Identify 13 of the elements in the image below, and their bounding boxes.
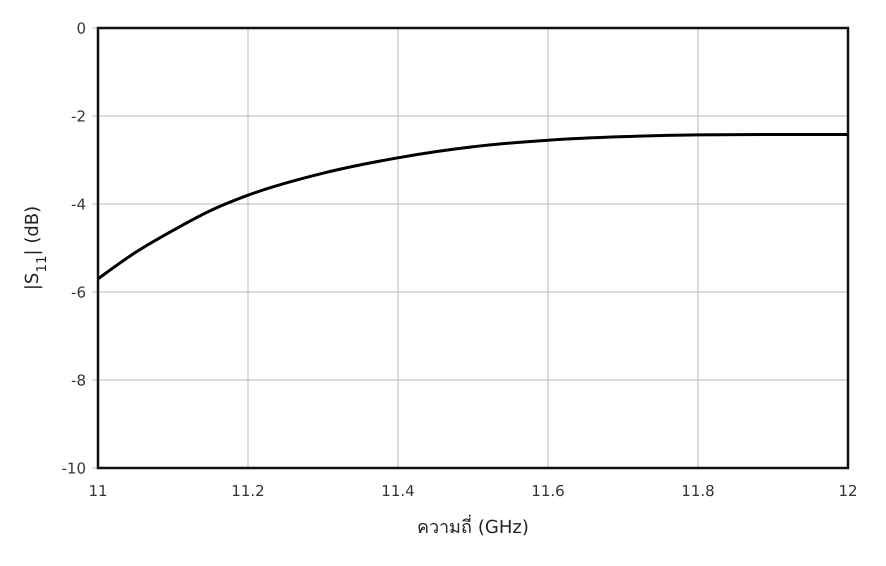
x-tick-label: 11.8 [681, 482, 715, 500]
y-tick-label: -4 [71, 195, 86, 214]
y-tick-label: 0 [76, 19, 86, 38]
x-tick-label: 12 [838, 482, 858, 500]
x-tick-label: 11.2 [231, 482, 265, 500]
x-tick-label: 11.6 [531, 482, 565, 500]
x-axis-title: ความถี่ (GHz) [417, 514, 529, 538]
y-tick-label: -10 [62, 459, 86, 478]
y-tick-label: -2 [71, 107, 86, 126]
y-tick-label: -6 [71, 283, 86, 302]
x-tick-label: 11.4 [381, 482, 415, 500]
x-tick-label: 11 [88, 482, 108, 500]
y-tick-label: -8 [71, 371, 86, 390]
